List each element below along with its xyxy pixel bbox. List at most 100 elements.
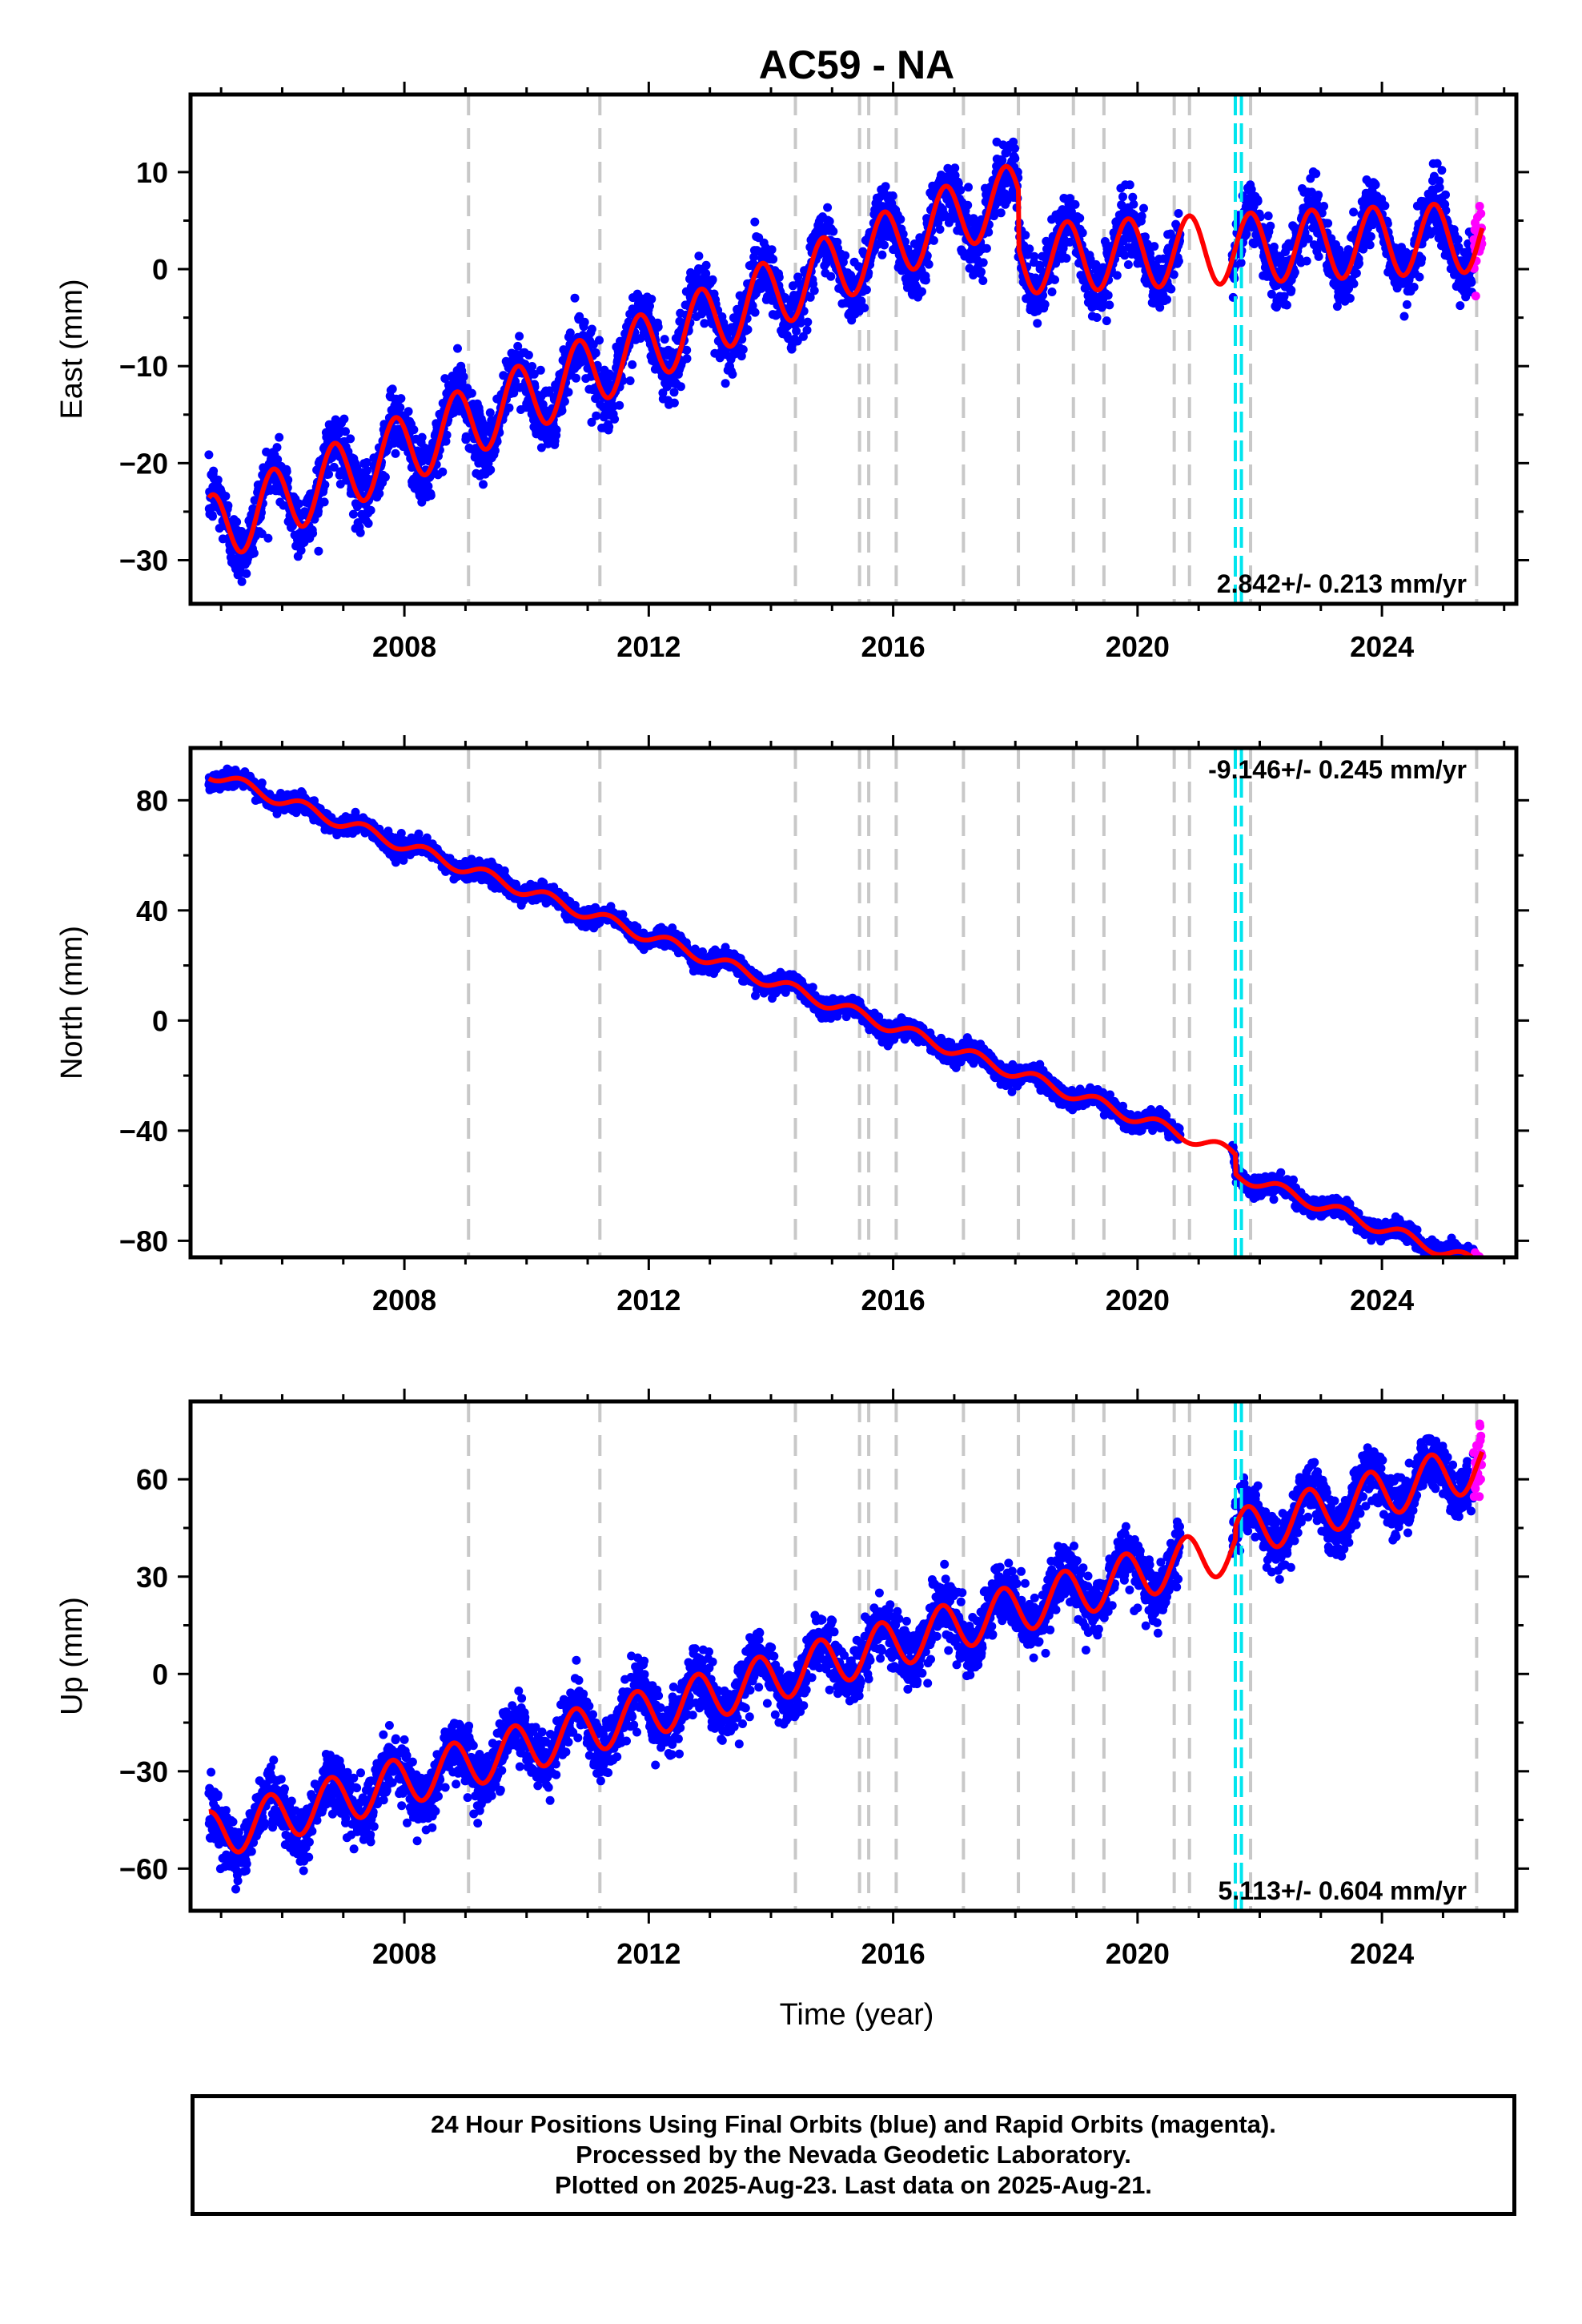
final-orbit-point [1166, 284, 1176, 294]
x-tick-label: 2024 [1350, 630, 1414, 663]
final-orbit-point [978, 258, 988, 267]
final-orbit-point [348, 509, 358, 519]
final-orbit-point [346, 434, 355, 444]
final-orbit-point [1467, 278, 1476, 287]
final-orbit-point [564, 388, 573, 397]
final-orbit-point [846, 271, 856, 280]
final-orbit-point [1174, 256, 1183, 266]
final-orbit-point [660, 335, 669, 344]
final-orbit-point [479, 480, 488, 489]
final-orbit-point [1441, 190, 1450, 199]
final-orbit-point [721, 379, 730, 388]
final-orbit-point [1314, 251, 1323, 261]
final-orbit-point [963, 200, 973, 210]
final-orbit-point [320, 480, 330, 489]
final-orbit-point [1323, 219, 1333, 228]
final-orbit-point [453, 344, 462, 353]
final-orbit-point [1010, 154, 1020, 163]
final-orbit-point [669, 398, 679, 408]
final-orbit-point [1112, 271, 1122, 280]
final-orbit-point [877, 250, 887, 259]
final-orbit-point [272, 443, 282, 452]
final-orbit-point [1371, 180, 1380, 190]
final-orbit-point [803, 317, 813, 327]
final-orbit-point [1105, 300, 1114, 310]
final-orbit-point [610, 414, 620, 424]
final-orbit-point [324, 469, 333, 479]
final-orbit-point [295, 499, 303, 509]
final-orbit-point [524, 350, 533, 360]
final-orbit-point [1355, 259, 1363, 268]
final-orbit-point [438, 467, 448, 476]
final-orbit-point [774, 272, 784, 282]
final-orbit-point [881, 182, 890, 191]
final-orbit-point [880, 240, 889, 250]
final-orbit-point [424, 481, 433, 491]
final-orbit-point [1174, 209, 1183, 218]
panel-north-plot-area [204, 748, 1484, 1257]
y-axis-label-east: East (mm) [55, 279, 89, 419]
final-orbit-point [536, 443, 546, 452]
final-orbit-point [308, 529, 318, 538]
final-orbit-point [1366, 231, 1375, 241]
final-orbit-point [1380, 201, 1390, 211]
final-orbit-point [767, 245, 777, 255]
final-orbit-point [1033, 319, 1042, 328]
final-orbit-point [587, 324, 596, 334]
final-orbit-point [956, 185, 966, 195]
final-orbit-point [748, 301, 757, 311]
final-orbit-point [565, 328, 575, 338]
final-orbit-point [509, 388, 519, 398]
final-orbit-point [362, 458, 371, 467]
final-orbit-point [1311, 169, 1321, 179]
final-orbit-point [738, 345, 748, 354]
final-orbit-point [798, 332, 808, 341]
final-orbit-point [213, 475, 223, 485]
final-orbit-point [1435, 183, 1444, 192]
final-orbit-point [283, 475, 293, 485]
final-orbit-point [515, 332, 524, 341]
final-orbit-point [334, 429, 343, 438]
final-orbit-point [560, 396, 569, 406]
final-orbit-point [396, 403, 405, 412]
final-orbit-point [391, 448, 400, 458]
final-orbit-point [355, 528, 365, 537]
final-orbit-point [1102, 316, 1111, 326]
final-orbit-point [694, 251, 704, 261]
final-orbit-point [363, 466, 371, 475]
final-orbit-point [396, 394, 406, 404]
chart-title: AC59 - NA [759, 42, 954, 87]
final-orbit-point [676, 382, 685, 392]
final-orbit-point [809, 279, 818, 289]
final-orbit-point [282, 467, 291, 476]
final-orbit-point [249, 549, 259, 558]
final-orbit-point [645, 301, 654, 311]
final-orbit-point [557, 406, 567, 416]
final-orbit-point [935, 224, 945, 234]
final-orbit-point [486, 465, 496, 475]
y-tick-label: −10 [119, 350, 168, 383]
final-orbit-point [792, 327, 801, 336]
final-orbit-point [209, 466, 219, 476]
x-tick-label: 2020 [1106, 630, 1170, 663]
final-orbit-point [888, 191, 897, 200]
final-orbit-point [1118, 192, 1127, 202]
final-orbit-point [682, 354, 692, 364]
final-orbit-point [1437, 166, 1447, 175]
panel-east-plot-area [204, 94, 1487, 604]
final-orbit-point [826, 271, 836, 281]
final-orbit-point [728, 369, 737, 379]
final-orbit-point [1282, 300, 1291, 310]
final-orbit-point [1123, 260, 1133, 269]
final-orbit-point [805, 292, 815, 302]
final-orbit-point [1319, 202, 1329, 211]
final-orbit-point [1456, 301, 1465, 311]
x-tick-label: 2016 [861, 630, 926, 663]
final-orbit-point [1030, 251, 1039, 261]
final-orbit-point [417, 432, 427, 442]
final-orbit-point [1047, 287, 1057, 296]
final-orbit-point [329, 462, 339, 472]
final-orbit-point [404, 407, 413, 416]
final-orbit-point [917, 287, 926, 296]
